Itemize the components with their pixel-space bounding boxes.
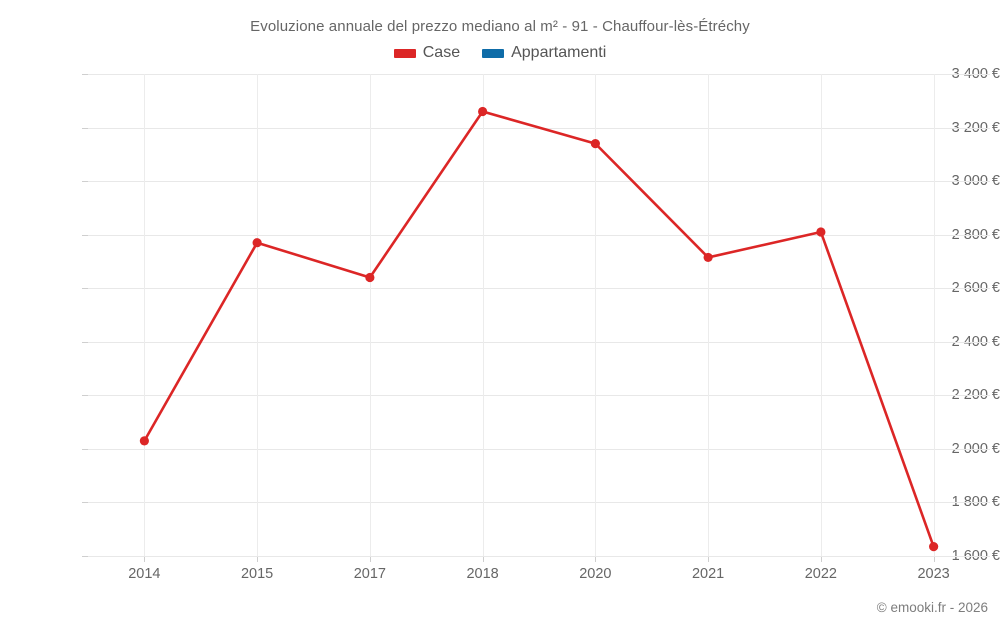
x-axis-tick-mark — [369, 556, 371, 562]
legend-item-appartamenti[interactable]: Appartamenti — [482, 45, 606, 61]
gridline-horizontal — [88, 341, 990, 343]
gridline-vertical — [369, 74, 371, 556]
x-axis-tick-label: 2017 — [353, 566, 387, 582]
legend-swatch-case-icon — [393, 48, 416, 58]
series-layer — [139, 106, 939, 552]
y-axis-tick-mark — [82, 502, 88, 504]
x-axis-tick-label: 2020 — [579, 566, 612, 582]
gridline-vertical — [257, 74, 259, 556]
y-axis-tick-mark — [82, 395, 88, 397]
y-axis-tick-mark — [82, 448, 88, 450]
data-point-marker[interactable] — [816, 227, 826, 237]
legend-label-appartamenti: Appartamenti — [511, 44, 607, 61]
data-point-marker[interactable] — [365, 272, 375, 283]
y-axis-tick-mark — [82, 288, 88, 290]
gridline-horizontal — [88, 181, 990, 183]
legend-swatch-appartamenti-icon — [482, 48, 505, 58]
data-point-marker[interactable] — [703, 252, 713, 263]
data-point-marker[interactable] — [139, 436, 149, 446]
gridline-vertical — [482, 74, 484, 556]
x-axis-tick-label: 2022 — [804, 566, 838, 582]
plot-area — [88, 74, 990, 557]
x-axis-tick-mark — [820, 556, 822, 562]
x-axis-tick-mark — [257, 556, 259, 562]
gridline-vertical — [933, 74, 935, 556]
x-axis-tick-label: 2014 — [128, 566, 161, 582]
x-axis-tick-mark — [933, 556, 935, 562]
y-axis-tick-mark — [82, 341, 88, 343]
gridline-vertical — [820, 74, 822, 556]
data-point-marker[interactable] — [929, 542, 939, 552]
series-line-case — [143, 110, 935, 548]
x-axis-tick-label: 2018 — [466, 566, 499, 582]
legend-item-case[interactable]: Case — [393, 44, 461, 61]
gridline-horizontal — [88, 234, 990, 236]
x-axis-tick-label: 2015 — [240, 566, 274, 582]
legend-label-case: Case — [422, 44, 461, 61]
x-axis-tick-label: 2023 — [917, 566, 950, 582]
data-point-marker[interactable] — [478, 106, 488, 117]
y-axis-tick-mark — [82, 181, 88, 183]
chart-title: Evoluzione annuale del prezzo mediano al… — [250, 18, 750, 35]
y-axis-tick-mark — [82, 74, 88, 75]
credit-text: © emooki.fr - 2026 — [876, 600, 988, 615]
y-axis-tick-mark — [82, 234, 88, 236]
data-point-marker[interactable] — [252, 238, 262, 248]
gridline-horizontal — [88, 74, 990, 75]
gridline-horizontal — [88, 556, 990, 557]
gridline-vertical — [595, 74, 597, 556]
x-axis-tick-mark — [708, 556, 710, 562]
x-axis-tick-label: 2021 — [691, 566, 725, 582]
gridline-vertical — [708, 74, 710, 556]
y-axis-tick-mark — [82, 127, 88, 129]
x-axis-tick-mark — [144, 556, 146, 562]
gridline-horizontal — [88, 395, 990, 397]
gridline-vertical — [144, 74, 146, 556]
y-axis-tick-mark — [82, 556, 88, 557]
x-axis-tick-mark — [595, 556, 597, 562]
data-point-marker[interactable] — [590, 139, 600, 149]
x-axis-tick-mark — [482, 556, 484, 562]
gridline-horizontal — [88, 288, 990, 290]
gridline-horizontal — [88, 502, 990, 504]
chart-legend: Case Appartamenti — [0, 45, 1000, 61]
gridline-horizontal — [88, 448, 990, 450]
